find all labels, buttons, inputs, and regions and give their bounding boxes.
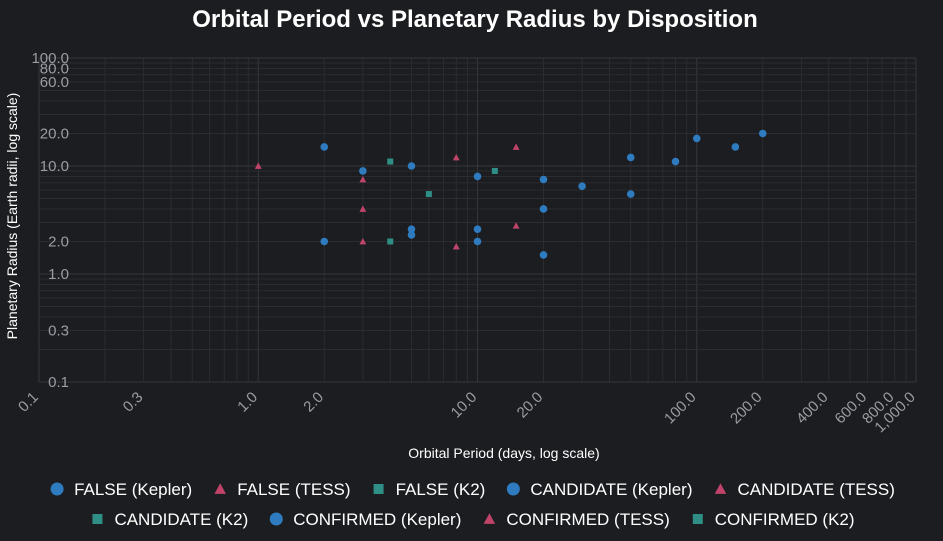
legend-marker bbox=[269, 512, 283, 526]
x-tick-label: 0.3 bbox=[120, 389, 147, 416]
data-point bbox=[359, 167, 367, 175]
x-axis-title: Orbital Period (days, log scale) bbox=[408, 445, 599, 461]
legend-marker bbox=[692, 514, 703, 524]
x-tick-label: 1.0 bbox=[234, 389, 261, 416]
data-point bbox=[407, 231, 416, 239]
legend-label: CONFIRMED (Kepler) bbox=[293, 510, 461, 529]
data-point bbox=[731, 143, 740, 151]
legend-label: FALSE (TESS) bbox=[237, 480, 350, 499]
y-tick-label: 0.3 bbox=[48, 322, 69, 339]
y-tick-label: 20.0 bbox=[40, 125, 69, 142]
data-point bbox=[254, 162, 262, 169]
data-point bbox=[539, 251, 548, 259]
data-point bbox=[473, 225, 482, 233]
y-tick-label: 60.0 bbox=[40, 74, 69, 91]
legend-item[interactable]: CANDIDATE (K2) bbox=[92, 510, 248, 529]
chart-title: Orbital Period vs Planetary Radius by Di… bbox=[192, 6, 757, 33]
data-point bbox=[425, 191, 432, 198]
legend-marker bbox=[506, 482, 520, 496]
data-point bbox=[359, 205, 367, 212]
data-point bbox=[692, 134, 701, 143]
legend-marker bbox=[373, 484, 384, 494]
y-tick-label: 80.0 bbox=[40, 60, 69, 77]
data-point bbox=[671, 157, 680, 166]
x-tick-label: 100.0 bbox=[661, 389, 700, 428]
data-point bbox=[473, 172, 482, 181]
legend-item[interactable]: CONFIRMED (K2) bbox=[692, 510, 855, 529]
data-point bbox=[539, 205, 548, 213]
data-point bbox=[626, 153, 635, 162]
legend: FALSE (Kepler) FALSE (TESS) FALSE (K2) CAND… bbox=[50, 480, 895, 529]
legend-item[interactable]: CONFIRMED (TESS) bbox=[483, 510, 670, 529]
data-point bbox=[407, 162, 416, 170]
legend-label: CANDIDATE (TESS) bbox=[737, 480, 894, 499]
legend-label: FALSE (Kepler) bbox=[74, 480, 192, 499]
x-tick-label: 2.0 bbox=[300, 389, 327, 416]
x-tick-label: 10.0 bbox=[448, 389, 481, 422]
legend-marker bbox=[714, 483, 727, 494]
data-point bbox=[758, 129, 767, 138]
x-tick-label: 200.0 bbox=[727, 389, 766, 428]
data-point bbox=[512, 143, 520, 150]
y-tick-label: 2.0 bbox=[48, 233, 69, 250]
data-point bbox=[359, 238, 367, 245]
data-point bbox=[578, 182, 586, 191]
y-tick-label: 10.0 bbox=[40, 158, 69, 175]
grid bbox=[38, 57, 917, 383]
data-point bbox=[626, 190, 635, 198]
y-tick-label: 1.0 bbox=[48, 266, 69, 283]
legend-marker bbox=[483, 513, 496, 524]
legend-marker bbox=[50, 482, 64, 496]
legend-label: CANDIDATE (K2) bbox=[114, 510, 248, 529]
data-point bbox=[452, 242, 460, 250]
legend-item[interactable]: CANDIDATE (Kepler) bbox=[506, 480, 693, 499]
data-point bbox=[387, 238, 394, 245]
y-tick-label: 100.0 bbox=[31, 50, 69, 67]
legend-item[interactable]: CANDIDATE (TESS) bbox=[714, 480, 895, 499]
legend-label: CANDIDATE (Kepler) bbox=[530, 480, 692, 499]
legend-label: CONFIRMED (TESS) bbox=[506, 510, 669, 529]
data-point bbox=[407, 225, 416, 233]
data-point bbox=[359, 176, 367, 183]
legend-label: CONFIRMED (K2) bbox=[715, 510, 855, 529]
data-point bbox=[512, 222, 520, 229]
x-tick-label: 400.0 bbox=[793, 389, 832, 428]
data-point bbox=[473, 237, 482, 246]
data-point bbox=[320, 143, 329, 151]
data-point bbox=[320, 237, 329, 246]
data-point bbox=[387, 158, 394, 165]
legend-marker bbox=[92, 514, 103, 524]
x-tick-label: 20.0 bbox=[514, 389, 547, 422]
data-point bbox=[452, 153, 460, 161]
legend-item[interactable]: FALSE (TESS) bbox=[214, 480, 351, 499]
x-tick-label: 0.1 bbox=[15, 389, 42, 416]
data-point bbox=[491, 167, 498, 174]
y-axis-title: Planetary Radius (Earth radii, log scale… bbox=[4, 93, 20, 340]
legend-item[interactable]: CONFIRMED (Kepler) bbox=[269, 510, 462, 529]
data-points bbox=[254, 129, 767, 259]
legend-label: FALSE (K2) bbox=[396, 480, 486, 499]
legend-item[interactable]: FALSE (K2) bbox=[373, 480, 486, 499]
legend-marker bbox=[214, 483, 226, 494]
data-point bbox=[539, 175, 548, 184]
y-tick-label: 0.1 bbox=[48, 374, 69, 391]
legend-item[interactable]: FALSE (Kepler) bbox=[50, 480, 193, 499]
